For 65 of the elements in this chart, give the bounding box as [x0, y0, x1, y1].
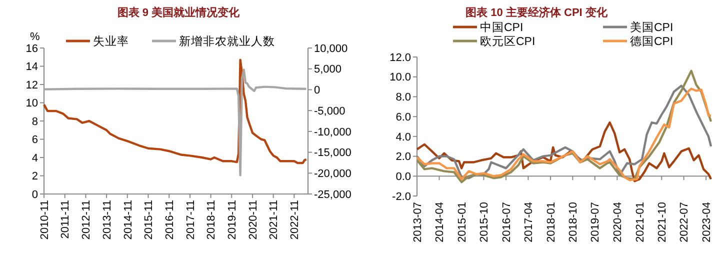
x-tick-label: 2014-04: [434, 202, 446, 242]
y-tick-label: -2.0: [392, 190, 411, 203]
y-tick-label: 8: [32, 116, 38, 128]
line-series: [42, 68, 308, 176]
x-tick-label: 2017-04: [523, 202, 536, 242]
x-tick-label: 2022-07: [678, 202, 691, 242]
y-tick-label: 2: [32, 170, 38, 183]
y2-tick-label: 0: [314, 84, 320, 97]
chart-title: 图表 9 美国就业情况变化: [117, 6, 241, 19]
y2-tick-label: 5,000: [314, 64, 342, 76]
y2-tick-label: -20,000: [314, 168, 352, 180]
x-tick-label: 2012-11: [80, 200, 93, 240]
x-tick-label: 2018-10: [568, 202, 580, 242]
x-tick-label: 2015-11: [143, 200, 156, 240]
x-tick-label: 2021-11: [268, 200, 280, 240]
x-tick-label: 2019-11: [226, 200, 238, 240]
x-tick-label: 2020-04: [612, 202, 624, 242]
x-tick-label: 2020-11: [247, 200, 260, 240]
y2-tick-label: -15,000: [314, 147, 352, 160]
y-tick-label: 0: [32, 188, 38, 201]
x-tick-label: 2016-11: [164, 200, 176, 240]
y-tick-label: 0.0: [396, 170, 411, 183]
x-tick-label: 2018-11: [206, 200, 218, 240]
x-tick-label: 2013-11: [101, 200, 114, 240]
legend-label: 新增非农就业人数: [179, 34, 275, 48]
legend-label: 失业率: [93, 34, 129, 48]
legend-label: 美国CPI: [630, 20, 674, 34]
y-tick-label: 4.0: [396, 131, 411, 144]
y-tick-label: 16: [26, 42, 38, 55]
line-series: [416, 121, 712, 182]
chart-title: 图表 10 主要经济体 CPI 变化: [466, 6, 608, 19]
y2-tick-label: -10,000: [314, 126, 352, 138]
x-tick-label: 2014-11: [122, 200, 134, 240]
y-tick-label: 4: [32, 152, 38, 164]
y-tick-label: 14: [26, 61, 38, 74]
x-tick-label: 2017-11: [184, 200, 197, 240]
line-series: [416, 70, 712, 184]
legend-label: 欧元区CPI: [480, 35, 536, 48]
legend-label: 中国CPI: [480, 21, 524, 34]
y-axis-title: %: [30, 31, 40, 43]
y2-tick-label: -25,000: [314, 188, 352, 201]
x-tick-label: 2016-07: [500, 202, 513, 242]
x-tick-label: 2021-10: [656, 202, 668, 242]
x-tick-label: 2021-01: [634, 202, 646, 242]
y-tick-label: 2.0: [396, 151, 411, 164]
y-tick-label: 10.0: [390, 72, 411, 84]
y-tick-label: 8.0: [396, 92, 411, 104]
x-tick-label: 2011-11: [60, 200, 72, 239]
y-tick-label: 10: [26, 98, 38, 110]
y-tick-label: 12.0: [390, 52, 411, 64]
y-tick-label: 6.0: [396, 111, 411, 124]
y2-tick-label: 10,000: [314, 42, 348, 55]
x-tick-label: 2010-11: [38, 200, 51, 240]
legend-label: 德国CPI: [630, 35, 674, 48]
x-tick-label: 2019-07: [590, 202, 602, 242]
y2-tick-label: -5,000: [314, 105, 346, 118]
x-tick-label: 2023-04: [700, 202, 713, 242]
x-tick-label: 2015-10: [478, 202, 491, 242]
x-tick-label: 2013-07: [412, 202, 424, 242]
y-tick-label: 6: [32, 134, 38, 146]
x-tick-label: 2022-11: [289, 200, 302, 240]
y-tick-label: 12: [26, 79, 38, 92]
x-tick-label: 2018-01: [545, 202, 558, 242]
x-tick-label: 2015-01: [456, 202, 468, 242]
line-series: [42, 58, 308, 164]
